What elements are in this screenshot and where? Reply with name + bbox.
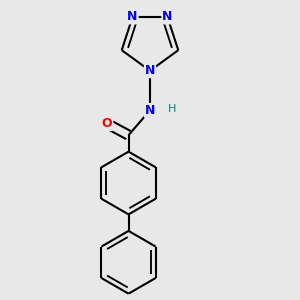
Text: H: H (168, 104, 176, 114)
Text: N: N (145, 64, 155, 77)
Text: N: N (127, 11, 138, 23)
Text: N: N (145, 104, 155, 117)
Text: O: O (102, 117, 112, 130)
Text: N: N (162, 11, 173, 23)
